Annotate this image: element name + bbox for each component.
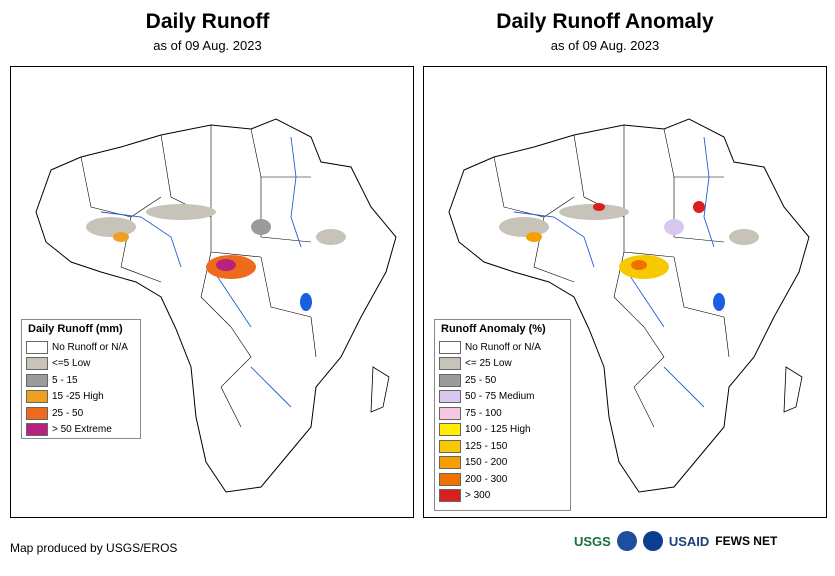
partner-logos: USGS USAID FEWS NET bbox=[574, 528, 777, 554]
legend-item: 5 - 15 bbox=[26, 372, 140, 389]
legend-item: 75 - 100 bbox=[439, 405, 570, 422]
legend-swatch bbox=[439, 340, 461, 354]
legend-label: No Runoff or N/A bbox=[465, 341, 541, 353]
right-map-date: as of 09 Aug. 2023 bbox=[550, 38, 660, 53]
legend-swatch bbox=[26, 406, 48, 420]
left-map-date: as of 09 Aug. 2023 bbox=[153, 38, 262, 53]
legend-label: 25 - 50 bbox=[52, 407, 84, 419]
anomaly-cells bbox=[499, 201, 759, 311]
legend-label: 5 - 15 bbox=[52, 374, 78, 386]
runoff-legend: Daily Runoff (mm) No Runoff or N/A <=5 L… bbox=[21, 319, 141, 439]
africa-map-left bbox=[35, 118, 397, 493]
nasa-logo bbox=[642, 531, 663, 551]
legend-label: 150 - 200 bbox=[465, 457, 508, 469]
legend-label: <=5 Low bbox=[52, 358, 91, 370]
legend-item: 125 - 150 bbox=[439, 438, 570, 455]
legend-item: <=5 Low bbox=[26, 356, 140, 373]
legend-item: No Runoff or N/A bbox=[26, 339, 140, 356]
legend-item: 150 - 200 bbox=[439, 455, 570, 472]
legend-title: Runoff Anomaly (%) bbox=[441, 323, 546, 335]
usgs-logo: USGS bbox=[574, 533, 611, 549]
legend-item: 25 - 50 bbox=[26, 405, 140, 422]
legend-title: Daily Runoff (mm) bbox=[28, 323, 123, 335]
legend-swatch bbox=[26, 340, 48, 354]
legend-label: 25 - 50 bbox=[465, 374, 497, 386]
legend-item: 50 - 75 Medium bbox=[439, 389, 570, 406]
legend-swatch bbox=[439, 406, 461, 420]
legend-swatch bbox=[26, 423, 48, 437]
country-borders bbox=[80, 125, 317, 428]
runoff-anomaly-map: Runoff Anomaly (%) No Runoff or N/A <= 2… bbox=[423, 66, 827, 518]
legend-swatch bbox=[439, 456, 461, 470]
right-map-title: Daily Runoff Anomaly bbox=[496, 10, 714, 33]
legend-swatch bbox=[439, 390, 461, 404]
legend-item: 15 -25 High bbox=[26, 389, 140, 406]
legend-item: > 300 bbox=[439, 488, 570, 505]
daily-runoff-map: Daily Runoff (mm) No Runoff or N/A <=5 L… bbox=[10, 66, 414, 518]
legend-item: <= 25 Low bbox=[439, 356, 570, 373]
noaa-logo bbox=[616, 531, 637, 551]
legend-swatch bbox=[439, 373, 461, 387]
legend-label: 100 - 125 High bbox=[465, 424, 531, 436]
legend-swatch bbox=[26, 373, 48, 387]
map-credit: Map produced by USGS/EROS bbox=[10, 541, 178, 555]
legend-label: 200 - 300 bbox=[465, 473, 508, 485]
legend-label: > 50 Extreme bbox=[52, 424, 112, 436]
legend-swatch bbox=[439, 472, 461, 486]
africa-map-right bbox=[448, 118, 810, 493]
legend-swatch bbox=[439, 423, 461, 437]
legend-label: 75 - 100 bbox=[465, 407, 502, 419]
left-map-title: Daily Runoff bbox=[145, 10, 270, 33]
legend-label: <= 25 Low bbox=[465, 358, 512, 370]
legend-item: 100 - 125 High bbox=[439, 422, 570, 439]
fews-net-logo: FEWS NET bbox=[715, 534, 778, 548]
legend-label: 125 - 150 bbox=[465, 440, 508, 452]
legend-swatch bbox=[26, 357, 48, 371]
legend-label: > 300 bbox=[465, 490, 491, 502]
madagascar bbox=[370, 366, 390, 413]
runoff-cells bbox=[86, 204, 346, 311]
legend-label: No Runoff or N/A bbox=[52, 341, 128, 353]
country-borders bbox=[493, 125, 730, 428]
legend-swatch bbox=[439, 357, 461, 371]
legend-item: 200 - 300 bbox=[439, 471, 570, 488]
madagascar bbox=[783, 366, 803, 413]
legend-item: 25 - 50 bbox=[439, 372, 570, 389]
legend-item: No Runoff or N/A bbox=[439, 339, 570, 356]
anomaly-legend: Runoff Anomaly (%) No Runoff or N/A <= 2… bbox=[434, 319, 571, 511]
legend-label: 15 -25 High bbox=[52, 391, 104, 403]
legend-swatch bbox=[26, 390, 48, 404]
legend-swatch bbox=[439, 489, 461, 503]
legend-item: > 50 Extreme bbox=[26, 422, 140, 439]
legend-swatch bbox=[439, 439, 461, 453]
legend-label: 50 - 75 Medium bbox=[465, 391, 535, 403]
usaid-logo: USAID bbox=[668, 533, 710, 549]
